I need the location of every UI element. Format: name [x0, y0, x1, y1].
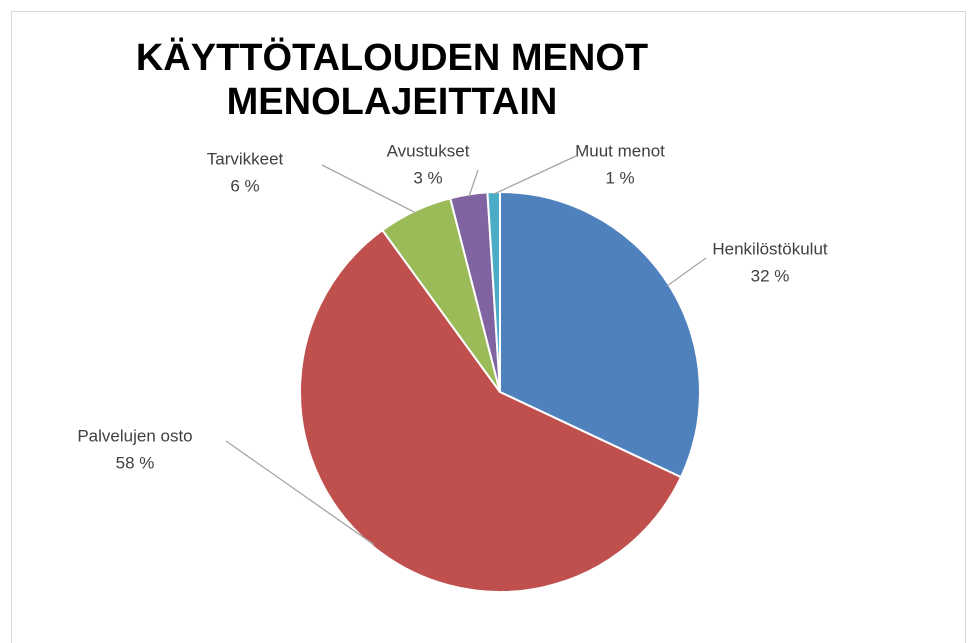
category-label: Tarvikkeet [207, 149, 284, 168]
leader-line [493, 155, 577, 195]
value-label: 1 % [605, 168, 634, 187]
category-label: Palvelujen osto [77, 426, 192, 445]
leader-line [321, 164, 416, 214]
leader-line [468, 169, 479, 197]
pie-slice [298, 228, 683, 593]
chart-title: KÄYTTÖTALOUDEN MENOT MENOLAJEITTAIN [135, 37, 649, 123]
value-label: 58 % [116, 453, 155, 472]
category-label: Avustukset [387, 141, 470, 160]
leader-line [666, 257, 707, 287]
value-label: 3 % [413, 168, 442, 187]
category-label: Henkilöstökulut [712, 239, 828, 258]
chart-border [11, 11, 966, 643]
pie-slice [486, 190, 501, 393]
category-label: Muut menot [575, 141, 665, 160]
leader-line [225, 440, 375, 546]
value-label: 32 % [751, 266, 790, 285]
value-label: 6 % [230, 176, 259, 195]
